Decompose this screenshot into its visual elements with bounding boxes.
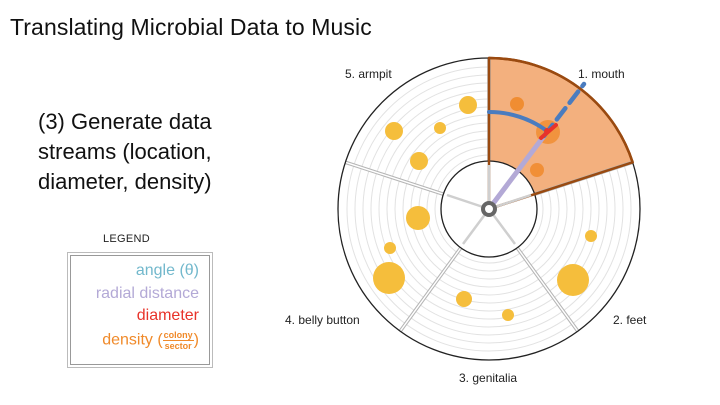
fraction-numerator: colony	[162, 330, 194, 341]
legend-density-close: )	[193, 331, 199, 349]
sector-label-feet: 2. feet	[613, 313, 647, 327]
legend-radial-distance: radial distance	[95, 285, 199, 302]
sector-label-armpit: 5. armpit	[345, 67, 392, 81]
colony-genitalia-2	[502, 309, 514, 321]
colony-belly-2	[384, 242, 396, 254]
legend-title: LEGEND	[103, 233, 151, 245]
colony-armpit-3	[434, 122, 446, 134]
radial-distance-line	[486, 133, 547, 212]
legend-density: density (colony sector)	[102, 330, 199, 351]
origin-marker	[481, 201, 497, 217]
colony-genitalia-1	[456, 291, 472, 307]
colony-belly-3	[373, 262, 405, 294]
legend-angle: angle (θ)	[135, 262, 199, 279]
mouth-sector-outline	[487, 56, 634, 211]
step-description: (3) Generate data streams (location, dia…	[38, 109, 212, 194]
sector-label-belly-button: 4. belly button	[285, 313, 360, 327]
colony-mouth-1	[510, 97, 524, 111]
fraction-denominator: sector	[164, 341, 192, 351]
selected-colony-center	[544, 128, 550, 134]
colony-armpit-1	[459, 96, 477, 114]
slide-title: Translating Microbial Data to Music	[10, 14, 372, 40]
legend-density-word: density (	[102, 331, 163, 349]
legend-density-fraction: colony sector	[162, 330, 194, 351]
colony-mouth-3	[530, 163, 544, 177]
legend: angle (θ) radial distance diameter densi…	[70, 255, 210, 365]
colonies	[373, 96, 597, 321]
colony-armpit-2	[385, 122, 403, 140]
angle-arc	[487, 109, 549, 133]
colony-belly-1	[406, 206, 430, 230]
colony-armpit-4	[410, 152, 428, 170]
colony-feet-2	[557, 264, 589, 296]
sector-label-mouth: 1. mouth	[578, 67, 625, 81]
legend-diameter: diameter	[136, 307, 199, 324]
colony-feet-1	[585, 230, 597, 242]
sector-label-genitalia: 3. genitalia	[459, 371, 517, 385]
